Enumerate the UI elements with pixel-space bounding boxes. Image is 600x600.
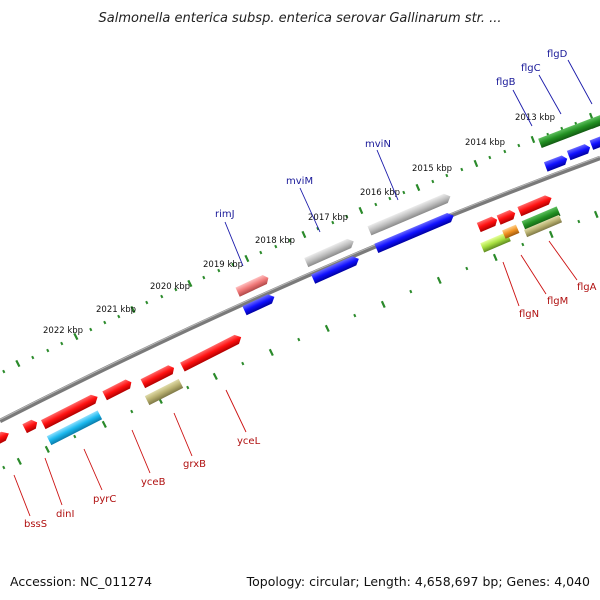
gene-label-flgA: flgA (577, 282, 597, 293)
tick-label: 2019 kbp (203, 260, 243, 270)
cds-feature (140, 365, 175, 389)
gene-label-yceL: yceL (237, 436, 261, 447)
gene-label-flgB: flgB (496, 77, 516, 88)
gene-label-grxB: grxB (183, 459, 206, 470)
tick-label: 2017 kbp (308, 213, 348, 223)
tick-label: 2016 kbp (360, 188, 400, 198)
tick-label: 2013 kbp (515, 113, 555, 123)
cds-feature (311, 256, 359, 284)
cds-feature (0, 431, 9, 446)
cds-feature (589, 135, 600, 150)
upper-label-leaders (224, 59, 593, 267)
tick-label: 2020 kbp (150, 282, 190, 292)
lower-gene-labels: bssS dinI pyrC yceB grxB yceL flgN flgM … (24, 282, 597, 530)
cds-feature (242, 294, 275, 316)
gene-label-flgC: flgC (521, 63, 541, 74)
lower-label-leaders (13, 240, 578, 517)
cds-feature-flgB (538, 117, 598, 149)
gene-label-yceB: yceB (141, 477, 166, 488)
tick-labels: 2022 kbp 2021 kbp 2020 kbp 2019 kbp 2018… (43, 113, 555, 336)
cds-feature-rimJ (235, 274, 269, 297)
tick-label: 2015 kbp (412, 164, 452, 174)
cds-feature-flgN (476, 216, 498, 233)
tick-label: 2018 kbp (255, 236, 295, 246)
map-title: Salmonella enterica subsp. enterica sero… (99, 11, 502, 26)
reverse-cds-track (46, 195, 563, 446)
cds-feature (543, 155, 568, 172)
cds-feature (496, 210, 516, 225)
inner-tick-track (2, 210, 599, 470)
tick-label: 2021 kbp (96, 305, 136, 315)
gene-label-flgD: flgD (547, 49, 568, 60)
gene-label-bssS: bssS (24, 519, 47, 530)
cds-feature-grxB (144, 378, 184, 406)
tick-label: 2022 kbp (43, 326, 83, 336)
upper-gene-labels: rimJ mviM mviN flgB flgC flgD (215, 49, 568, 220)
gene-label-mviN: mviN (365, 139, 391, 150)
tick-label: 2014 kbp (465, 138, 505, 148)
cds-feature-pyrC (46, 410, 103, 446)
genome-backbone (0, 155, 600, 424)
cds-feature (566, 144, 591, 161)
cds-feature (588, 114, 600, 129)
forward-cds-track (0, 114, 600, 446)
cds-feature-mviN (367, 193, 451, 236)
cds-feature (40, 394, 98, 430)
cds-feature (523, 214, 563, 238)
cds-feature-flgM (480, 231, 511, 253)
cds-feature (180, 334, 242, 372)
gene-label-rimJ: rimJ (215, 209, 235, 220)
genome-stats-label: Topology: circular; Length: 4,658,697 bp… (246, 574, 590, 589)
cds-feature (102, 379, 132, 401)
accession-label: Accession: NC_011274 (10, 574, 152, 589)
cds-feature-flgA (521, 206, 561, 231)
cds-feature (374, 212, 454, 254)
cds-feature-mviM (304, 238, 354, 268)
gene-label-mviM: mviM (286, 176, 313, 187)
cds-feature (502, 224, 520, 239)
gene-label-dinI: dinI (56, 509, 74, 520)
gene-label-pyrC: pyrC (93, 494, 116, 505)
cds-feature (22, 419, 38, 434)
gene-label-flgM: flgM (547, 296, 568, 307)
gene-label-flgN: flgN (519, 309, 539, 320)
cds-feature (517, 195, 552, 217)
